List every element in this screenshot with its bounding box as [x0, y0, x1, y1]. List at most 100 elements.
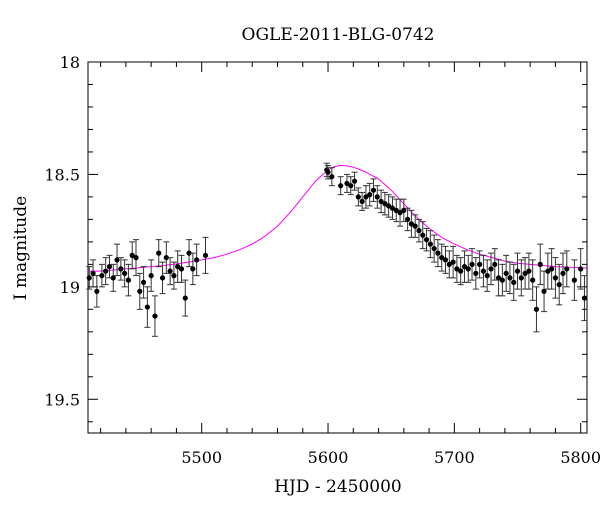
data-point: [518, 275, 524, 281]
data-point: [110, 275, 116, 281]
y-tick-label: 18.5: [44, 165, 80, 184]
data-point: [386, 203, 392, 209]
data-point: [560, 270, 566, 276]
data-point: [152, 313, 158, 319]
data-point: [397, 210, 403, 216]
data-point: [194, 257, 200, 263]
model-curve-layer: [88, 164, 588, 272]
data-point: [461, 264, 468, 270]
data-point: [507, 275, 513, 281]
data-point: [90, 270, 96, 276]
data-points-layer: [86, 162, 588, 337]
data-point: [458, 268, 464, 274]
data-point: [571, 277, 577, 283]
data-point: [114, 257, 120, 263]
data-point: [359, 198, 365, 205]
x-axis-label: HJD - 2450000: [274, 477, 402, 497]
data-point: [423, 237, 430, 243]
data-point: [408, 221, 415, 227]
data-point: [503, 270, 509, 276]
data-point: [446, 261, 452, 267]
data-point: [137, 288, 143, 294]
data-point: [435, 250, 441, 256]
y-axis-label: I magnitude: [11, 196, 31, 300]
data-point: [167, 268, 173, 274]
data-point: [325, 169, 331, 175]
data-point: [469, 261, 475, 267]
data-point: [370, 187, 377, 193]
x-tick-labels: 5500 5600 5700 5800: [181, 448, 600, 467]
data-point: [439, 255, 445, 261]
data-point: [526, 268, 532, 274]
chart-title: OGLE-2011-BLG-0742: [242, 25, 435, 45]
data-point: [412, 223, 418, 229]
data-point: [564, 266, 570, 272]
data-point: [405, 216, 411, 222]
data-point: [416, 228, 422, 234]
data-point: [178, 266, 185, 272]
data-point: [122, 270, 128, 276]
data-point: [454, 266, 460, 272]
data-point: [106, 264, 113, 270]
data-point: [103, 268, 109, 274]
data-point: [367, 192, 373, 198]
data-point: [427, 241, 433, 247]
data-point: [420, 232, 426, 238]
data-point: [144, 304, 150, 310]
data-point: [125, 277, 132, 283]
data-point: [363, 194, 369, 200]
data-point: [159, 275, 166, 281]
data-point: [477, 261, 483, 267]
data-point: [488, 266, 494, 272]
data-point: [129, 252, 135, 258]
data-point: [442, 257, 449, 263]
data-point: [552, 275, 559, 281]
data-point: [171, 273, 177, 279]
x-tick-label: 5800: [560, 448, 600, 467]
data-point: [94, 288, 100, 294]
data-point: [118, 266, 124, 272]
data-point: [99, 273, 105, 279]
data-point: [393, 207, 399, 213]
data-point: [175, 264, 181, 270]
data-point: [581, 295, 588, 301]
data-point: [351, 178, 358, 184]
data-point: [511, 279, 517, 285]
data-point: [530, 277, 536, 283]
data-point: [140, 279, 147, 285]
axis-ticks: [88, 61, 587, 433]
data-point: [186, 250, 192, 256]
data-point: [473, 270, 479, 276]
data-point: [514, 268, 521, 274]
data-point: [495, 275, 502, 281]
y-tick-label: 19: [60, 278, 80, 297]
data-point: [578, 266, 584, 272]
data-point: [374, 194, 380, 200]
data-point: [545, 268, 551, 274]
y-tick-label: 19.5: [44, 390, 80, 409]
data-point: [344, 180, 350, 187]
data-point: [378, 198, 384, 205]
data-point: [450, 259, 456, 265]
data-point: [163, 255, 169, 261]
data-point: [537, 261, 543, 267]
data-point: [133, 255, 139, 261]
data-point: [522, 270, 528, 276]
data-point: [533, 306, 540, 312]
data-point: [190, 266, 196, 272]
data-point: [382, 201, 388, 207]
data-point: [202, 252, 209, 258]
data-point: [499, 277, 505, 283]
plot-frame: [87, 61, 588, 434]
x-tick-label: 5600: [308, 448, 349, 467]
y-tick-label: 18: [60, 53, 80, 72]
data-point: [355, 194, 361, 200]
data-point: [465, 266, 471, 272]
x-tick-label: 5700: [434, 448, 475, 467]
data-point: [556, 282, 562, 288]
data-point: [86, 275, 92, 281]
data-point: [549, 266, 555, 272]
data-point: [480, 268, 487, 274]
data-point: [329, 174, 335, 180]
